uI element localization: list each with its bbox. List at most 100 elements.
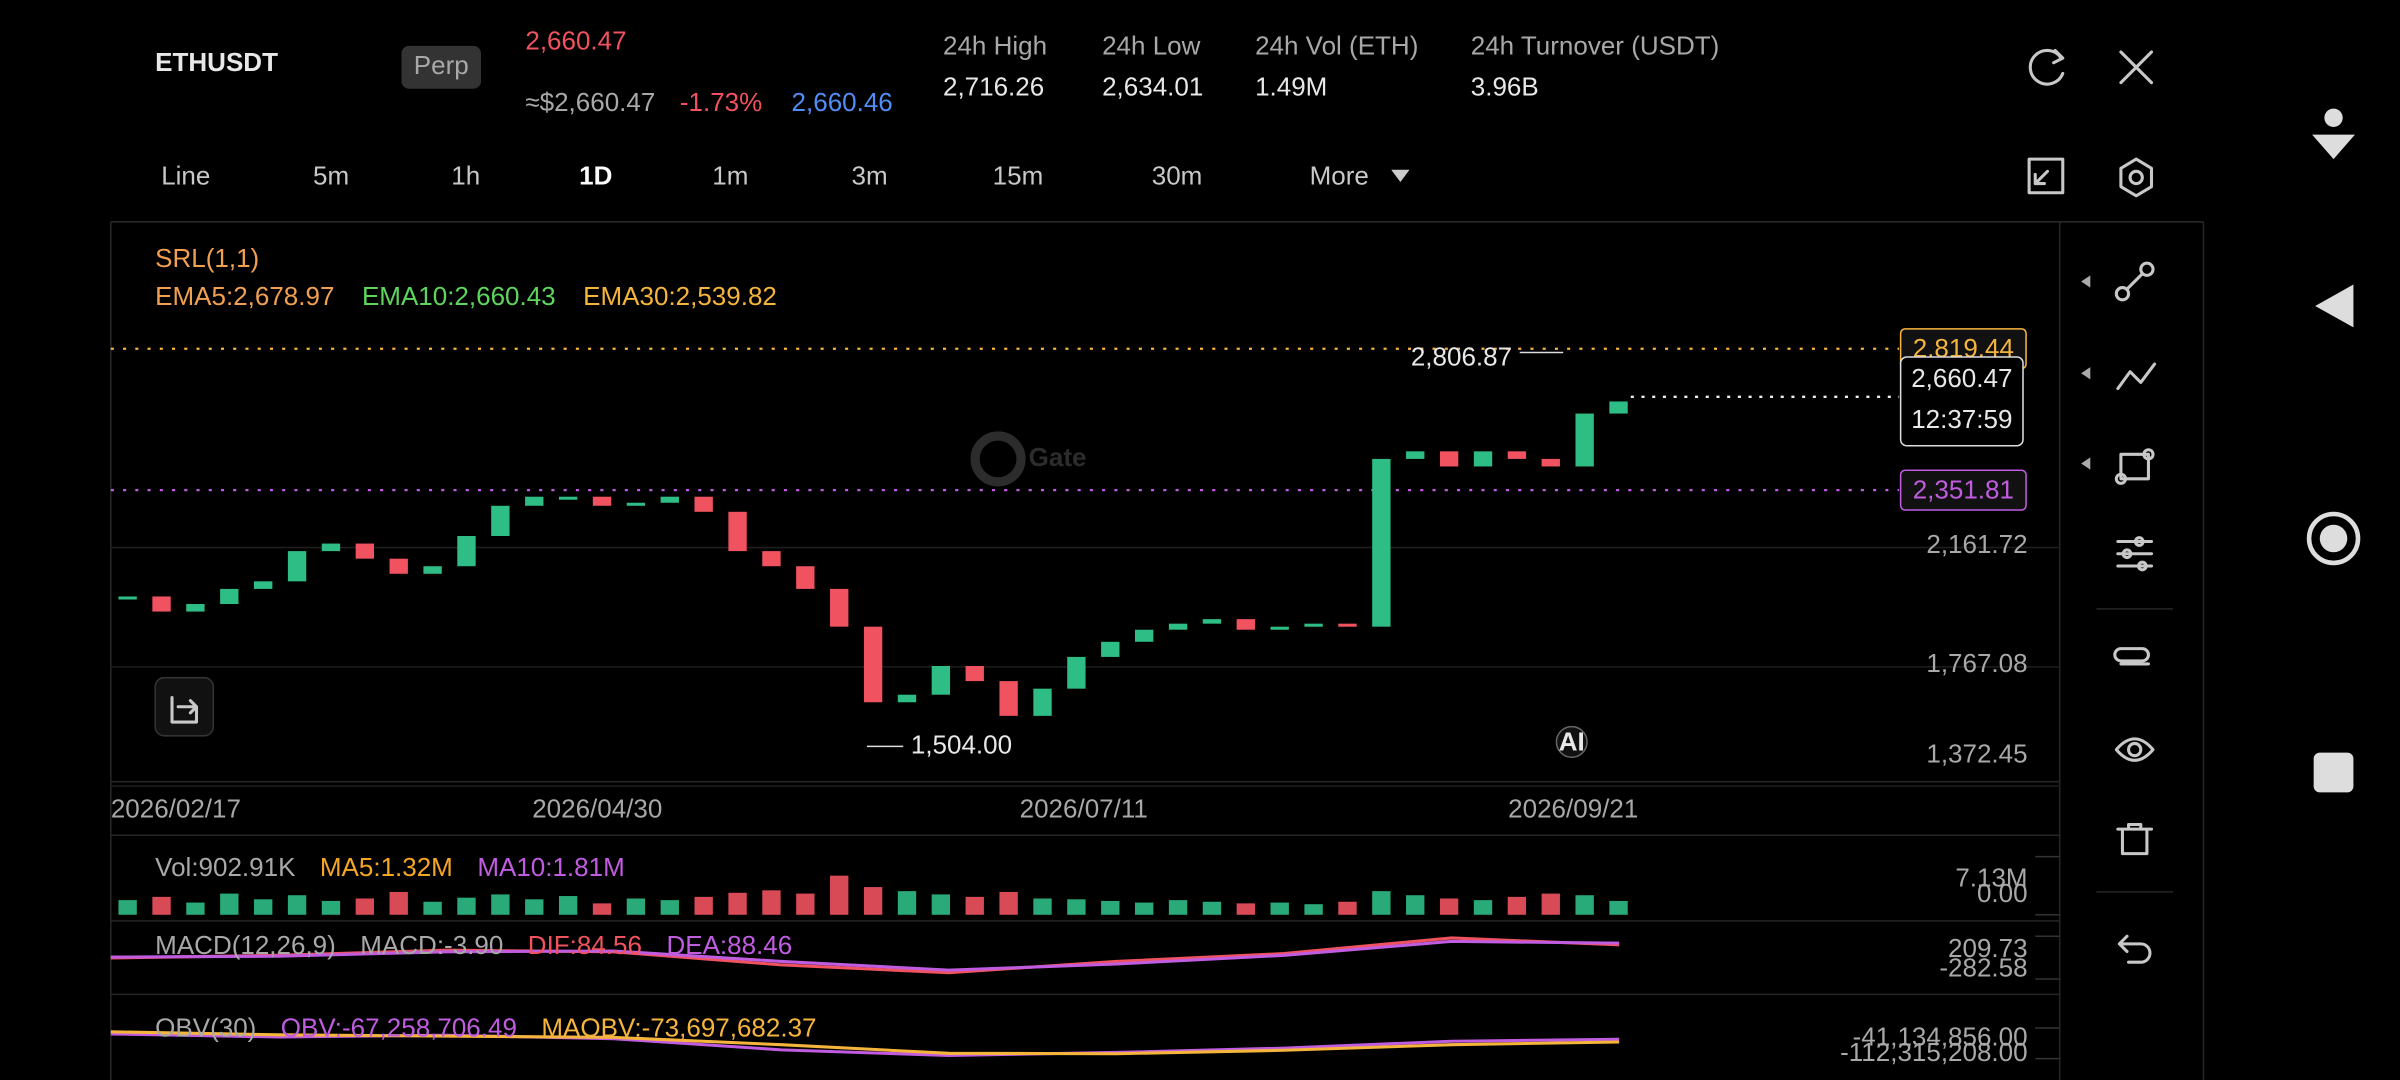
maobv-line	[110, 1030, 1620, 1056]
candle	[389, 558, 408, 574]
timeframe-tab[interactable]: 1h	[451, 160, 480, 190]
volume-bar	[1372, 891, 1391, 915]
candle	[830, 588, 849, 627]
candle	[999, 681, 1018, 716]
volume-bar	[762, 890, 781, 915]
timeframe-tab[interactable]: More	[1310, 160, 1369, 190]
ai-badge-bg[interactable]	[1555, 725, 1588, 758]
volume-bar	[660, 900, 679, 915]
x-tick-label: 2026/02/17	[111, 794, 241, 824]
stat-label: 24h Vol (ETH)	[1255, 30, 1418, 60]
volume-bar	[897, 891, 917, 915]
volume-bar	[999, 891, 1018, 915]
x-tick-label: 2026/04/30	[532, 794, 662, 824]
candle	[287, 551, 307, 582]
candle	[1439, 451, 1459, 467]
volume-bar	[491, 894, 510, 915]
candle	[321, 543, 341, 552]
undo-tool[interactable]	[2117, 934, 2152, 964]
ai-badge[interactable]: AI	[1559, 726, 1585, 756]
y-tick-label: 2,161.72	[1926, 529, 2027, 559]
candle	[1406, 451, 1425, 459]
candle	[1507, 451, 1527, 459]
badge: Perp	[414, 50, 469, 80]
candle	[152, 596, 171, 612]
volume-bar	[1541, 893, 1560, 915]
candle	[1372, 458, 1391, 627]
close-icon[interactable]	[2119, 50, 2154, 85]
stat-value: 2,716.26	[943, 72, 1044, 102]
nav-back[interactable]	[2315, 284, 2354, 328]
tool-caret	[2081, 457, 2091, 470]
volume-bar	[830, 875, 849, 915]
volume-bar	[1507, 896, 1527, 915]
ema-label: EMA10:2,660.43	[362, 281, 556, 311]
candle	[1575, 413, 1594, 467]
pane-legend: MAOBV:-73,697,682.37	[541, 1012, 816, 1042]
stat-label: 24h Low	[1102, 30, 1201, 60]
high-label: 2,806.87	[1411, 342, 1512, 372]
low-label: 1,504.00	[911, 729, 1012, 759]
candle	[355, 543, 375, 559]
visibility-tool[interactable]	[2114, 737, 2155, 762]
y-tick-label: 7.13M	[1955, 862, 2027, 892]
timeframe-tab[interactable]: 5m	[313, 160, 349, 190]
volume-bar	[1439, 898, 1459, 915]
nav-recents[interactable]	[2313, 752, 2354, 793]
volume-bar	[254, 899, 273, 915]
nav-home[interactable]	[2306, 511, 2361, 566]
layer-tool[interactable]	[2113, 647, 2150, 666]
indicator-tool[interactable]	[2116, 536, 2154, 572]
y-tick-label: 209.73	[1948, 933, 2028, 963]
timeframe-tab[interactable]: 3m	[852, 160, 888, 190]
stat-value: 2,634.01	[1102, 72, 1203, 102]
nav-person-body	[2312, 134, 2355, 160]
volume-bar	[1101, 900, 1120, 915]
candle	[694, 496, 713, 512]
timeframe-tab[interactable]: Line	[161, 160, 210, 190]
volume-bar	[355, 898, 375, 915]
polyline-tool[interactable]	[2116, 362, 2157, 391]
candle	[186, 604, 205, 612]
volume-bar	[423, 901, 442, 915]
volume-bar	[321, 900, 341, 915]
system-nav	[2306, 108, 2361, 793]
candle	[965, 665, 984, 682]
delete-tool[interactable]	[2116, 823, 2154, 856]
shape-tool[interactable]	[2114, 448, 2155, 485]
candle	[1473, 451, 1493, 467]
pane-legend: DEA:88.46	[666, 930, 792, 960]
pane-legend: MACD:-3.90	[360, 930, 503, 960]
nav-person[interactable]	[2324, 108, 2343, 127]
candle	[254, 581, 273, 589]
candle	[1270, 626, 1289, 630]
volume-bar	[796, 893, 815, 915]
timeframe-tab[interactable]: 1D	[579, 160, 612, 190]
candle	[1134, 629, 1154, 642]
volume-bar	[1236, 903, 1255, 915]
volume-bar	[1338, 901, 1357, 915]
more-caret[interactable]	[1391, 169, 1410, 183]
trendline-tool[interactable]	[2114, 261, 2155, 302]
watermark-logo	[970, 431, 1026, 487]
candle	[863, 626, 883, 703]
nav-home-dot	[2319, 524, 2348, 553]
symbol[interactable]: ETHUSDT	[155, 47, 278, 77]
timeframe-tab[interactable]: 15m	[993, 160, 1044, 190]
candle	[796, 566, 815, 589]
volume-bar	[1609, 900, 1628, 915]
refresh-icon[interactable]	[2028, 48, 2065, 86]
pane-legend: MA10:1.81M	[477, 852, 624, 882]
timeframe-tab[interactable]: 1m	[712, 160, 748, 190]
fullscreen-icon[interactable]	[2027, 157, 2065, 195]
candle	[1067, 656, 1086, 689]
timeframe-tab[interactable]: 30m	[1152, 160, 1203, 190]
candle	[660, 496, 679, 503]
settings-icon[interactable]	[2119, 157, 2154, 198]
candle	[1101, 641, 1120, 657]
volume-bar	[220, 893, 239, 915]
drawing-tools	[2081, 261, 2173, 964]
